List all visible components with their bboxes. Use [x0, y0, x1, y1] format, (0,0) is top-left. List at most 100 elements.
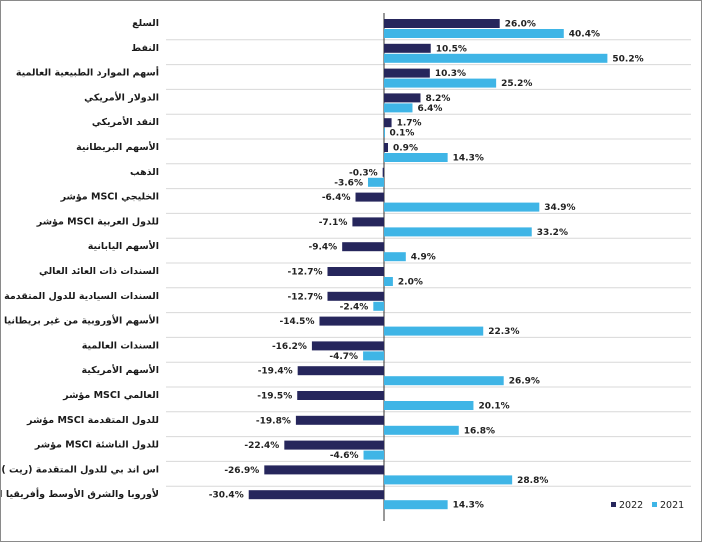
value-label-2021: 25.2%	[501, 79, 532, 89]
value-label-2022: 10.5%	[436, 44, 467, 54]
bar-2022	[342, 242, 384, 252]
category-label: الدولار الأمريكي	[84, 91, 159, 103]
value-label-2021: 33.2%	[537, 228, 568, 238]
value-label-2022: 8.2%	[425, 94, 450, 104]
bar-2021	[384, 326, 484, 336]
value-label-2021: 4.9%	[411, 253, 436, 263]
bar-2022	[295, 415, 384, 425]
category-label: النفط	[131, 43, 159, 54]
bar-2022	[352, 217, 384, 227]
bar-2022	[284, 440, 384, 450]
category-label: مؤشر MSCI لأوروبا والشرق الأوسط وأفريقيا	[1, 487, 159, 500]
category-label: مؤشر MSCI الخليجي	[60, 192, 159, 203]
legend-label-2021: 2021	[660, 500, 684, 511]
category-label: السندات العالمية	[82, 340, 159, 351]
legend-swatch-2022	[611, 502, 616, 507]
category-label: السلع	[132, 18, 159, 29]
category-label: أسهم الموارد الطبيعية العالمية	[16, 66, 159, 79]
value-label-2022: -14.5%	[280, 317, 315, 327]
value-label-2022: -12.7%	[288, 268, 323, 278]
bar-2021	[384, 425, 459, 435]
bar-2022	[319, 316, 384, 326]
bar-2021	[384, 252, 406, 262]
bar-2021	[384, 376, 504, 386]
bar-2022	[264, 465, 384, 475]
bar-2022	[384, 143, 389, 152]
value-label-2022: -19.4%	[258, 367, 293, 377]
value-label-2021: 50.2%	[612, 54, 643, 64]
bar-2022	[384, 19, 500, 28]
value-label-2021: 22.3%	[488, 327, 519, 337]
value-label-2022: 26.0%	[505, 20, 536, 30]
category-label: مؤشر MSCI للدول الناشئة	[34, 440, 159, 451]
bars-group	[248, 19, 608, 510]
bar-2022	[382, 167, 384, 177]
bar-2022	[311, 341, 384, 351]
bar-2021	[384, 277, 393, 286]
value-label-2022: -7.1%	[319, 218, 348, 228]
value-label-2022: 0.9%	[393, 144, 418, 154]
bar-2021	[384, 475, 513, 485]
value-label-2022: -30.4%	[209, 491, 244, 501]
bar-2021	[384, 128, 385, 138]
value-label-2021: 28.8%	[517, 476, 548, 486]
value-label-2021: 34.9%	[544, 203, 575, 213]
value-label-2022: -16.2%	[272, 342, 307, 352]
value-label-2021: -2.4%	[340, 302, 369, 312]
value-label-2022: -9.4%	[308, 243, 337, 253]
value-label-2021: -4.6%	[330, 451, 359, 461]
category-label: النقد الأمريكي	[92, 116, 159, 128]
row-separators	[166, 39, 691, 487]
bar-2022	[384, 68, 430, 78]
value-label-2021: -4.7%	[329, 352, 358, 362]
bar-2022	[297, 366, 384, 376]
value-label-2021: 14.3%	[453, 501, 484, 511]
bar-2021	[363, 450, 384, 460]
category-label: الذهب	[130, 167, 159, 178]
category-label: الأسهم الأوروبية من غير بريطانيا	[4, 315, 159, 327]
value-label-2022: -19.5%	[257, 392, 292, 402]
legend-swatch-2021	[652, 502, 657, 507]
bar-2022	[355, 192, 384, 202]
bar-2021	[384, 78, 497, 88]
category-label: السندات السيادية للدول المتقدمة	[4, 291, 159, 302]
value-label-2021: 40.4%	[569, 30, 600, 40]
bar-2021	[384, 103, 413, 113]
bar-2021	[384, 202, 540, 212]
category-label: الأسهم اليابانية	[88, 240, 159, 252]
value-label-2022: -0.3%	[349, 168, 378, 178]
category-label: السندات ذات العائد العالي	[39, 266, 159, 277]
bar-2021	[384, 29, 564, 38]
bar-2022	[384, 118, 392, 128]
bar-2021	[373, 301, 384, 311]
value-label-2021: 26.9%	[509, 377, 540, 387]
value-label-2021: 16.8%	[464, 426, 495, 436]
bar-2021	[384, 153, 448, 162]
bar-2021	[384, 401, 474, 410]
value-labels-group: 26.0% 40.4% 10.5% 50.2% 10.3% 25.2% 8.2%6.4% 1.…	[209, 20, 644, 511]
bar-2021	[384, 227, 532, 237]
value-label-2021: 20.1%	[478, 402, 509, 412]
value-label-2021: 2.0%	[398, 278, 423, 288]
value-label-2022: 10.3%	[435, 69, 466, 79]
category-labels-group: السلع النفط أسهم الموارد الطبيعية العالمية…	[1, 18, 159, 500]
bar-2022	[384, 43, 431, 53]
value-label-2022: -19.8%	[256, 416, 291, 426]
value-label-2021: -3.6%	[334, 178, 363, 188]
bar-2022	[327, 291, 384, 301]
category-label: مؤشر MSCI للدول العربية	[36, 216, 159, 227]
legend-label-2022: 2022	[619, 500, 643, 511]
bar-2022	[384, 93, 421, 103]
value-label-2022: -12.7%	[288, 292, 323, 302]
category-label: الأسهم الأمريكية	[81, 364, 159, 376]
value-label-2021: 6.4%	[417, 104, 442, 114]
value-label-2022: -22.4%	[244, 441, 279, 451]
value-label-2022: -6.4%	[322, 193, 351, 203]
bar-2021	[367, 177, 384, 187]
value-label-2022: 1.7%	[397, 119, 422, 129]
value-label-2021: 14.3%	[453, 154, 484, 164]
category-label: مؤشر MSCI للدول المتقدمة	[26, 415, 159, 426]
bar-2021	[384, 500, 448, 510]
